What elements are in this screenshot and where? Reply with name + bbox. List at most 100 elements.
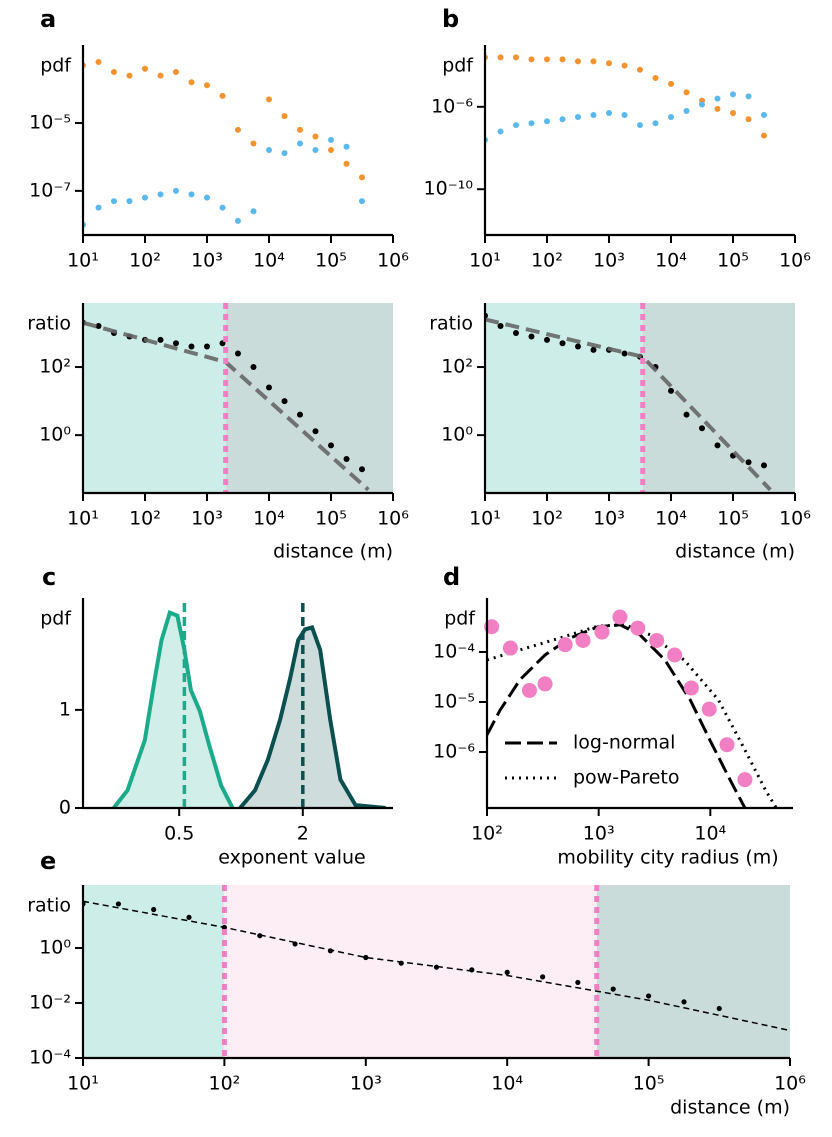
data-point — [683, 411, 690, 418]
data-point — [157, 191, 164, 198]
x-tick-label: 10³ — [191, 508, 223, 530]
data-point — [110, 198, 117, 205]
legend-label: log-normal — [573, 732, 675, 754]
data-point — [716, 1005, 722, 1012]
x-tick-label: 10⁵ — [633, 1073, 665, 1095]
data-point — [719, 737, 735, 753]
data-point — [343, 143, 350, 150]
x-tick-label: 10⁵ — [315, 508, 347, 530]
x-axis-label: distance (m) — [670, 1097, 790, 1119]
y-tick-label: 0 — [59, 797, 71, 819]
data-point — [328, 147, 334, 154]
data-point — [126, 198, 133, 205]
data-point — [559, 116, 566, 123]
x-tick-label: 10⁴ — [694, 823, 726, 845]
data-point — [630, 620, 646, 636]
x-tick-label: 0.5 — [164, 823, 194, 845]
x-tick-label: 10⁴ — [253, 250, 285, 272]
data-point — [95, 204, 102, 211]
y-tick-label: 10⁻⁵ — [29, 112, 71, 134]
y-tick-label: 10⁻⁶ — [431, 95, 473, 117]
x-axis-label: mobility city radius (m) — [557, 847, 778, 869]
data-point — [358, 466, 365, 473]
data-point — [281, 150, 288, 157]
x-tick-label: 10² — [209, 1073, 241, 1095]
data-point — [544, 118, 550, 125]
x-tick-label: 10⁶ — [779, 508, 811, 530]
x-tick-label: 10⁴ — [491, 1073, 523, 1095]
data-point — [668, 387, 674, 394]
y-tick-label: 10² — [441, 356, 473, 378]
line — [487, 623, 747, 808]
y-tick-label: 10⁻⁶ — [433, 741, 475, 763]
x-tick-label: 10⁵ — [717, 508, 749, 530]
data-point — [358, 198, 365, 205]
data-point — [497, 323, 504, 330]
data-point — [701, 701, 717, 717]
x-tick-label: 10⁶ — [779, 250, 811, 272]
panel-letter: c — [42, 563, 56, 591]
panel-letter: a — [40, 5, 56, 33]
region — [642, 303, 795, 493]
data-point — [502, 640, 518, 656]
data-point — [646, 993, 652, 999]
x-tick-label: 10² — [531, 250, 563, 272]
data-point — [621, 350, 628, 357]
data-point — [512, 329, 519, 336]
y-axis-label: pdf — [444, 608, 476, 630]
y-tick-label: 10⁰ — [441, 424, 473, 446]
data-point — [559, 340, 566, 347]
x-tick-label: 10¹ — [67, 1073, 99, 1095]
data-point — [312, 428, 319, 435]
data-point — [312, 133, 319, 140]
data-point — [172, 187, 179, 194]
x-tick-label: 2 — [297, 823, 309, 845]
data-point — [575, 632, 591, 648]
panel-letter: b — [442, 5, 459, 33]
data-point — [266, 384, 272, 391]
data-point — [250, 140, 257, 147]
data-point — [234, 126, 241, 133]
data-point — [760, 132, 767, 139]
data-point — [590, 346, 597, 353]
data-point — [636, 66, 643, 73]
y-tick-label: 10⁻⁵ — [433, 690, 475, 712]
data-point — [528, 333, 535, 340]
y-axis-label: pdf — [40, 608, 72, 630]
data-point — [219, 92, 226, 99]
data-point — [266, 147, 272, 154]
y-tick-label: 1 — [59, 698, 71, 720]
plot-area — [485, 312, 772, 492]
data-point — [668, 80, 674, 87]
data-point — [590, 58, 597, 65]
data-point — [204, 82, 210, 89]
region — [225, 303, 393, 493]
x-tick-label: 10⁶ — [774, 1073, 806, 1095]
data-point — [636, 122, 643, 129]
data-point — [521, 682, 537, 698]
data-point — [126, 72, 133, 79]
region — [224, 885, 597, 1058]
y-axis-label: ratio — [27, 895, 71, 917]
data-point — [557, 637, 573, 653]
x-tick-label: 10⁵ — [717, 250, 749, 272]
data-point — [698, 101, 705, 108]
line — [485, 317, 772, 492]
data-point — [667, 647, 683, 663]
data-point — [606, 110, 612, 117]
panel-letter: e — [40, 847, 56, 875]
data-point — [544, 56, 550, 63]
data-point — [574, 58, 581, 65]
x-axis-label: exponent value — [218, 847, 365, 869]
data-point — [497, 128, 504, 135]
data-point — [760, 112, 767, 119]
data-point — [668, 114, 674, 121]
data-point — [574, 114, 581, 121]
data-point — [312, 147, 319, 154]
data-point — [358, 174, 365, 181]
line — [112, 610, 235, 808]
line — [487, 623, 778, 808]
data-point — [681, 999, 687, 1005]
x-tick-label: 10³ — [593, 250, 625, 272]
